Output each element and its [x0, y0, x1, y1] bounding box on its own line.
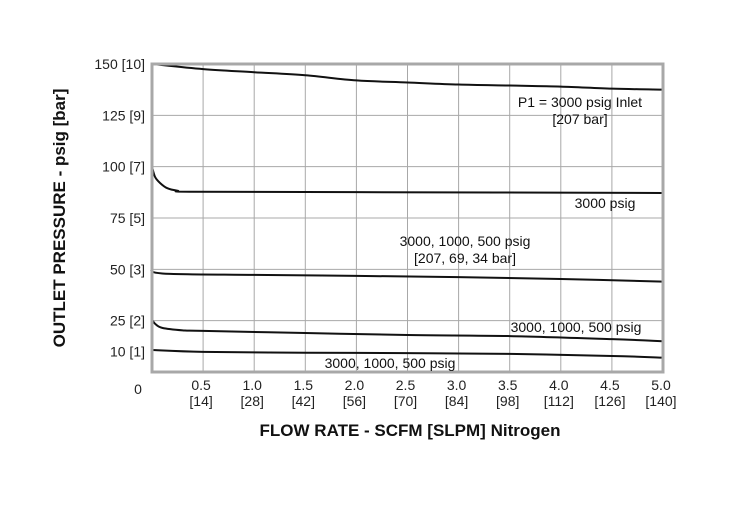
x-tick-label: 0.5 — [191, 377, 211, 393]
x-tick-sublabel: [98] — [496, 393, 519, 409]
series-lines — [150, 63, 664, 359]
series-line — [150, 267, 664, 283]
x-tick-sublabel: [56] — [343, 393, 366, 409]
x-tick-label: 3.0 — [447, 377, 467, 393]
grid — [152, 64, 664, 372]
y-tick-label: 25 [2] — [110, 313, 145, 329]
x-tick-sublabel: [112] — [544, 393, 574, 409]
plot-frame — [150, 62, 665, 374]
x-tick-label: 2.5 — [396, 377, 416, 393]
x-tick-label: 3.5 — [498, 377, 518, 393]
y-tick-label: 125 [9] — [102, 107, 145, 123]
y-tick-labels: 150 [10] 125 [9] 100 [7] 75 [5] 50 [3] 25 [2]… — [94, 56, 145, 359]
x-tick-sublabel: [126] — [594, 393, 625, 409]
annotation-label: [207 bar] — [552, 111, 607, 127]
x-axis-title: FLOW RATE - SCFM [SLPM] Nitrogen — [260, 421, 561, 440]
annotation-label: 3000, 1000, 500 psig — [511, 319, 642, 335]
annotations: P1 = 3000 psig Inlet[207 bar] 3000 psig 30… — [325, 94, 643, 371]
y-tick-label: 75 [5] — [110, 210, 145, 226]
x-tick-sublabel: [70] — [394, 393, 417, 409]
annotation-label: 3000, 1000, 500 psig — [325, 355, 456, 371]
x-tick-label: 1.5 — [294, 377, 314, 393]
y-tick-label: 150 [10] — [94, 56, 145, 72]
y-tick-label: 50 [3] — [110, 261, 145, 277]
x-tick-label: 2.0 — [345, 377, 365, 393]
x-tick-label: 4.5 — [600, 377, 620, 393]
x-tick-sublabel: [14] — [189, 393, 212, 409]
x-tick-label: 1.0 — [242, 377, 262, 393]
series-line — [151, 166, 664, 194]
y-axis-title: OUTLET PRESSURE - psig [bar] — [50, 89, 69, 348]
x-tick-sublabel: [42] — [292, 393, 315, 409]
annotation-label: 3000, 1000, 500 psig — [400, 233, 531, 249]
x-tick-label: 5.0 — [651, 377, 671, 393]
x-tick-sublabel: [140] — [645, 393, 676, 409]
y-tick-label: 10 [1] — [110, 343, 145, 359]
y-tick-label: 100 [7] — [102, 159, 145, 175]
x-origin-label: 0 — [134, 381, 142, 397]
x-tick-labels: 0.5[14] 1.0[28] 1.5[42] 2.0[56] 2.5[70] 3.0[8… — [189, 377, 676, 409]
annotation-label: 3000 psig — [575, 195, 636, 211]
x-tick-label: 4.0 — [549, 377, 569, 393]
x-tick-sublabel: [84] — [445, 393, 468, 409]
annotation-label: [207, 69, 34 bar] — [414, 250, 516, 266]
x-tick-sublabel: [28] — [241, 393, 264, 409]
series-line — [151, 349, 664, 359]
annotation-label: P1 = 3000 psig Inlet — [518, 94, 642, 110]
series-line — [151, 319, 664, 343]
series-line — [151, 63, 664, 91]
